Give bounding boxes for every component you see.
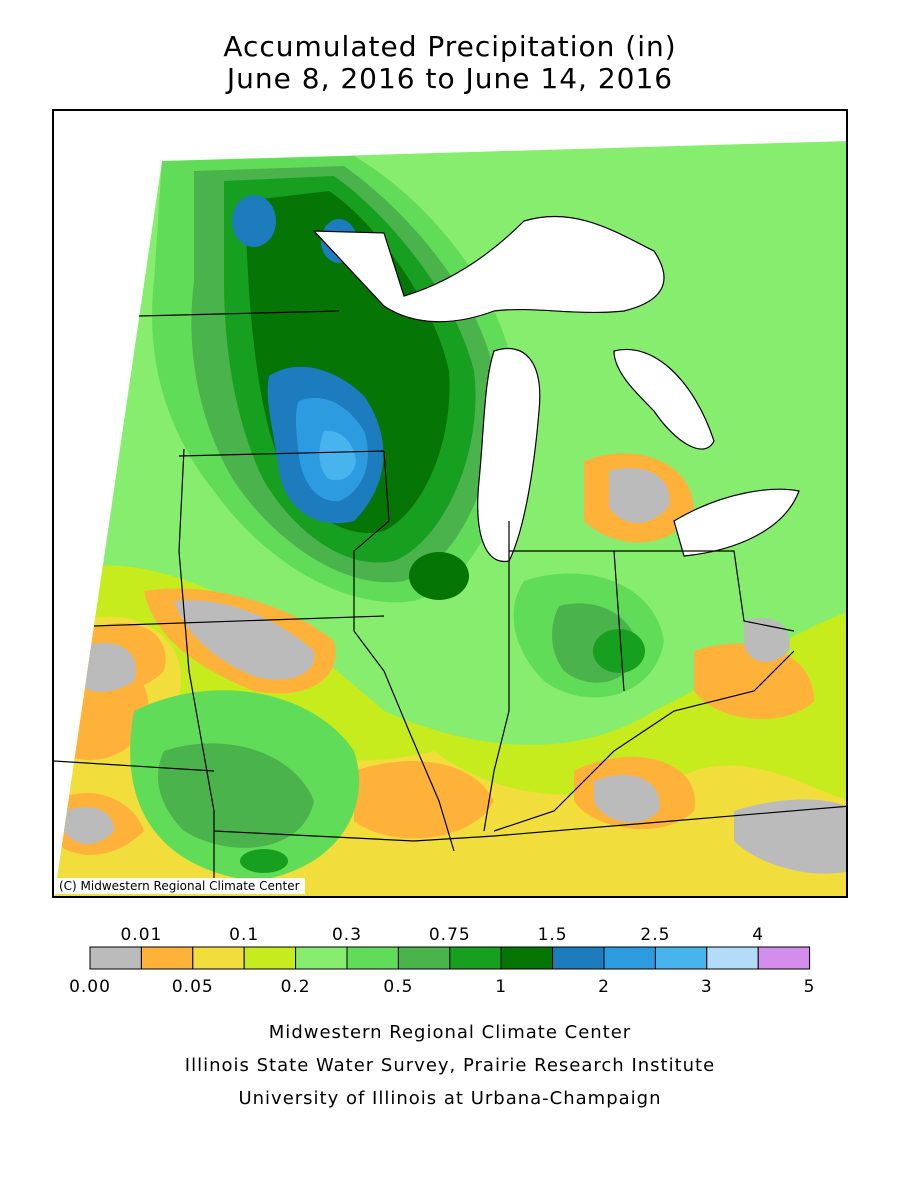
- legend-swatch: [603, 946, 656, 970]
- legend-swatch: [89, 946, 142, 970]
- precipitation-map: [52, 109, 848, 898]
- legend-label-bottom: 0.2: [281, 977, 311, 997]
- legend-label-top: 0.01: [120, 925, 162, 945]
- legend-swatch: [243, 946, 297, 970]
- legend-label-top: 2.5: [640, 925, 670, 945]
- legend-label-bottom: 1: [495, 977, 507, 997]
- legend-swatch: [449, 946, 502, 970]
- footer-org: Midwestern Regional Climate Center: [268, 1022, 632, 1043]
- legend-swatch: [500, 946, 554, 970]
- legend-label-top: 4: [752, 925, 764, 945]
- legend-label-bottom: 2: [598, 977, 610, 997]
- legend-swatch: [346, 946, 399, 970]
- legend-swatch: [192, 946, 245, 970]
- legend-label-bottom: 0.05: [172, 977, 214, 997]
- legend-swatch: [552, 946, 605, 970]
- legend-swatch: [397, 946, 451, 970]
- legend-label-bottom: 3: [701, 977, 713, 997]
- legend-swatch: [140, 946, 194, 970]
- legend-swatch: [706, 946, 759, 970]
- state-boundaries: [54, 310, 846, 891]
- footer-university: University of Illinois at Urbana-Champai…: [238, 1088, 662, 1109]
- footer-survey: Illinois State Water Survey, Prairie Res…: [184, 1055, 716, 1076]
- legend-label-bottom: 0.5: [383, 977, 413, 997]
- legend-label-bottom: 5: [804, 977, 816, 997]
- legend-label-top: 0.3: [332, 925, 362, 945]
- legend-label-top: 0.1: [229, 925, 259, 945]
- legend-label-bottom: 0.00: [69, 977, 111, 997]
- legend-label-top: 1.5: [538, 925, 568, 945]
- color-legend: 0.01 0.1 0.3 0.75 1.5 2.5 4 0.00 0.05 0.2 0.5 1 2 3 5: [0, 915, 900, 1005]
- legend-label-top: 0.75: [429, 925, 471, 945]
- map-title: Accumulated Precipitation (in): [223, 30, 677, 63]
- map-date-range: June 8, 2016 to June 14, 2016: [226, 62, 674, 95]
- precipitation-field: [54, 141, 846, 896]
- legend-swatch: [654, 946, 708, 970]
- legend-swatch: [757, 946, 811, 970]
- map-credit: (C) Midwestern Regional Climate Center: [54, 878, 305, 894]
- legend-swatch: [295, 946, 348, 970]
- great-lakes: [312, 215, 800, 562]
